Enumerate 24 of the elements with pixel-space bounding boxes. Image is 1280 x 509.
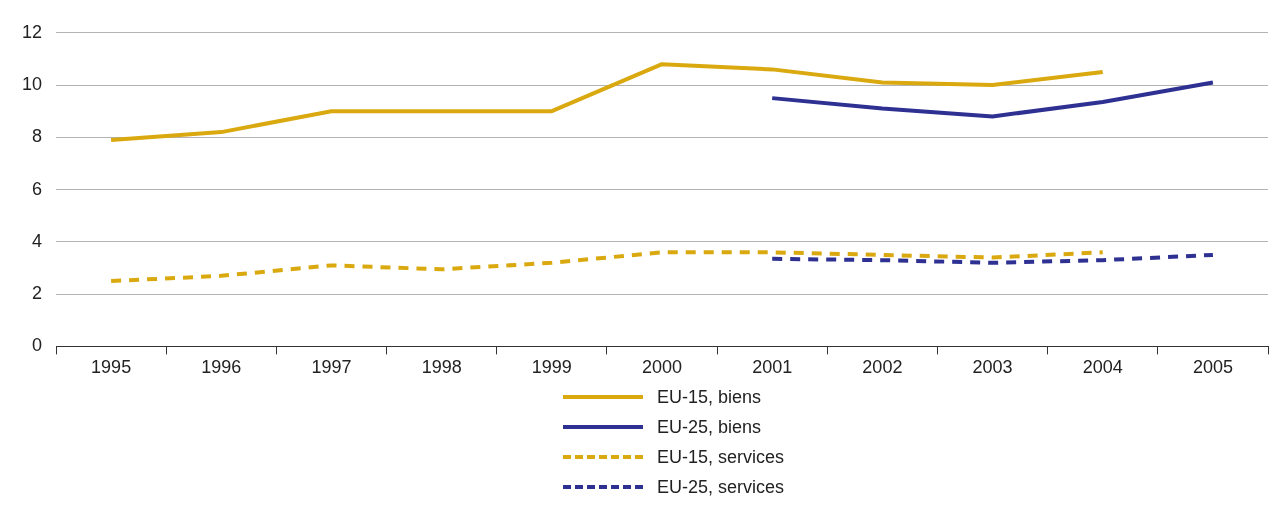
y-tick-label: 12 xyxy=(21,21,43,42)
y-tick-label: 6 xyxy=(32,178,43,199)
line-series xyxy=(109,250,1105,284)
x-tick-label: 1996 xyxy=(201,357,242,378)
y-tick-label: 2 xyxy=(32,283,43,304)
y-tick-label: 10 xyxy=(21,74,43,95)
x-tick-label: 1999 xyxy=(531,357,572,378)
legend-label: EU-25, biens xyxy=(657,416,762,438)
legend-label: EU-15, services xyxy=(657,446,785,468)
x-tick-label: 1995 xyxy=(91,357,132,378)
x-tick-label: 2004 xyxy=(1082,357,1123,378)
legend-label: EU-25, services xyxy=(657,476,785,498)
legend-label: EU-15, biens xyxy=(657,386,762,408)
y-tick-label: 0 xyxy=(32,335,43,356)
x-tick-label: 2000 xyxy=(641,357,683,378)
x-tick-label: 2003 xyxy=(972,357,1013,378)
y-tick-label: 8 xyxy=(32,126,43,147)
x-tick-label: 1998 xyxy=(421,357,462,378)
x-tick-label: 2001 xyxy=(752,357,793,378)
line-series xyxy=(770,252,1215,265)
x-tick-label: 2005 xyxy=(1192,357,1233,378)
x-tick-label: 1997 xyxy=(311,357,352,378)
y-tick-label: 4 xyxy=(32,230,43,251)
x-tick-label: 2002 xyxy=(862,357,903,378)
